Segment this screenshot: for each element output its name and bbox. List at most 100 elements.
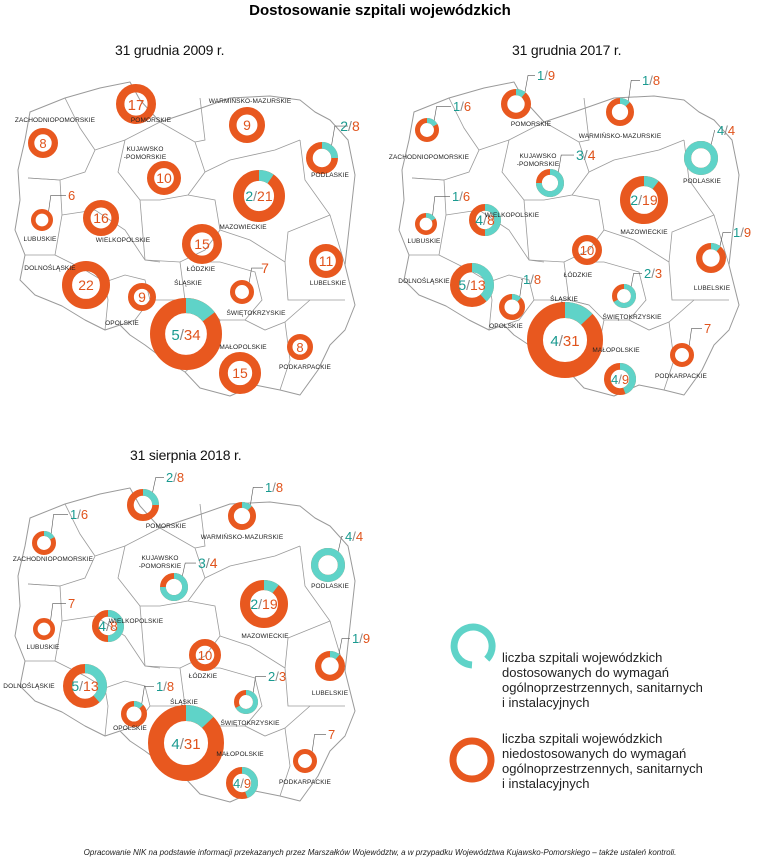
region-border	[204, 139, 301, 173]
region-podlaskie: 4/4 PODLASKIE	[683, 123, 735, 185]
region-name: ŚLĄSKIE	[550, 294, 578, 303]
adapted-arc	[185, 298, 215, 322]
region-value-label: 1/9	[352, 631, 370, 646]
region-value-label: 9	[243, 117, 251, 133]
region-value-label: 2/21	[245, 188, 272, 204]
region-value-label: 4/31	[171, 736, 200, 753]
region-warminsko-mazurskie: 1/8 WARMIŃSKO-MAZURSKIE	[579, 73, 662, 140]
region-name: LUBELSKIE	[694, 285, 731, 292]
region-name: WIELKOPOLSKIE	[109, 618, 164, 625]
adapted-arc	[84, 664, 107, 703]
adapted-arc	[613, 284, 636, 308]
region-value-label: 2/3	[268, 669, 286, 684]
not-adapted-ring	[571, 234, 602, 265]
region-value-label: 16	[93, 210, 109, 226]
adapted-arc	[263, 580, 279, 594]
region-swietokrzyskie: 2/3 ŚWIĘTOKRZYSKIE	[602, 266, 662, 321]
region-value-label: 2/8	[166, 470, 184, 485]
region-value-label: 2/19	[250, 596, 277, 612]
region-border	[204, 545, 301, 579]
region-name: POMORSKIE	[146, 523, 187, 530]
region-value-label: 5/13	[458, 277, 485, 293]
region-name: LUBELSKIE	[310, 280, 347, 287]
region-border	[578, 97, 590, 143]
leader-line	[50, 603, 66, 621]
region-value-label: 8	[296, 340, 303, 355]
region-value-label: 3/4	[198, 555, 218, 571]
not-adapted-ring	[309, 244, 344, 279]
legend-not-adapted-line-2: niedostosowanych do wymagań	[502, 746, 687, 761]
adapted-arc	[241, 767, 258, 799]
legend-not-adapted-line-1: liczba szpitali wojewódzkich	[502, 731, 663, 746]
country-outline	[14, 487, 356, 803]
not-adapted-ring	[292, 748, 317, 773]
region-lubelskie: 1/9 LUBELSKIE	[694, 225, 751, 292]
not-adapted-ring	[31, 208, 54, 231]
region-value-label: 4/9	[611, 372, 629, 387]
region-name: MAZOWIECKIE	[620, 229, 668, 236]
region-name: ZACHODNIOPOMORSKIE	[15, 117, 96, 124]
region-opolskie: 9 OPOLSKIE	[105, 283, 157, 327]
adapted-arc	[643, 176, 659, 190]
region-kujawsko-pomorskie: 3/4 KUJAWSKO -POMORSKIE	[139, 555, 218, 602]
region-value-label: 1/6	[453, 99, 471, 114]
adapted-arc	[484, 204, 501, 236]
map-title-2018: 31 sierpnia 2018 r.	[130, 447, 242, 463]
region-kujawsko-pomorskie: 3/4 KUJAWSKO -POMORSKIE	[517, 147, 596, 198]
adapted-arc	[185, 705, 214, 729]
region-border	[668, 214, 715, 263]
country-outline	[14, 81, 356, 397]
leader-line	[250, 487, 263, 505]
region-slaskie: 4/31 ŚLĄSKIE	[526, 294, 603, 379]
region-name: MAZOWIECKIE	[219, 224, 267, 231]
region-border	[219, 229, 345, 301]
legend-adapted-line-3: ogólnoprzestrzennych, sanitarnych	[502, 680, 703, 695]
region-name: ZACHODNIOPOMORSKIE	[389, 154, 470, 161]
not-adapted-ring	[189, 639, 222, 672]
region-value-label: 7	[68, 596, 75, 611]
page-title: Dostosowanie szpitali wojewódzkich	[249, 2, 511, 19]
leader-line	[558, 154, 574, 172]
region-value-label: 1/9	[733, 225, 751, 240]
region-value-label: 4/8	[98, 618, 118, 634]
leader-line	[519, 279, 523, 297]
not-adapted-ring	[181, 223, 222, 264]
legend-adapted-line-2: dostosowanych do wymagań	[502, 665, 669, 680]
region-value-label: 5/34	[171, 327, 200, 344]
region-name: ŚWIĘTOKRZYSKIE	[602, 312, 662, 321]
legend-adapted-text: liczba szpitali wojewódzkich dostosowany…	[502, 650, 703, 710]
region-name: LUBUSKIE	[27, 644, 61, 651]
not-adapted-ring	[115, 83, 156, 124]
adapted-arc	[511, 294, 522, 302]
region-value-label: 8	[39, 136, 46, 151]
region-border	[244, 705, 311, 737]
region-value-label: 4/4	[345, 529, 363, 544]
region-slaskie: 4/31 ŚLĄSKIE	[147, 697, 224, 782]
region-value-label: 15	[232, 365, 248, 381]
region-border	[194, 503, 206, 549]
leader-line	[50, 514, 68, 534]
region-lodzkie: 10 ŁÓDZKIE	[189, 639, 222, 680]
region-swietokrzyskie: 7 ŚWIĘTOKRZYSKIE	[226, 260, 286, 317]
region-name: LUBUSKIE	[408, 238, 442, 245]
adapted-arc	[321, 142, 338, 159]
region-border	[524, 121, 590, 201]
region-pomorskie: 2/8 POMORSKIE	[127, 470, 187, 530]
not-adapted-ring	[219, 352, 262, 395]
legend-adapted-icon	[450, 623, 496, 669]
leader-line	[252, 676, 266, 693]
adapted-arc	[684, 141, 719, 176]
legend-not-adapted-text: liczba szpitali wojewódzkich niedostosow…	[502, 731, 703, 791]
adapted-arc	[329, 651, 340, 660]
region-name: ZACHODNIOPOMORSKIE	[13, 556, 94, 563]
region-name: KUJAWSKO -POMORSKIE	[124, 146, 167, 161]
region-value-label: 6	[68, 188, 75, 203]
region-mazowieckie: 2/19 MAZOWIECKIE	[620, 176, 668, 236]
adapted-arc	[133, 701, 144, 709]
region-border	[144, 194, 221, 263]
region-name: ŁÓDZKIE	[189, 671, 218, 680]
